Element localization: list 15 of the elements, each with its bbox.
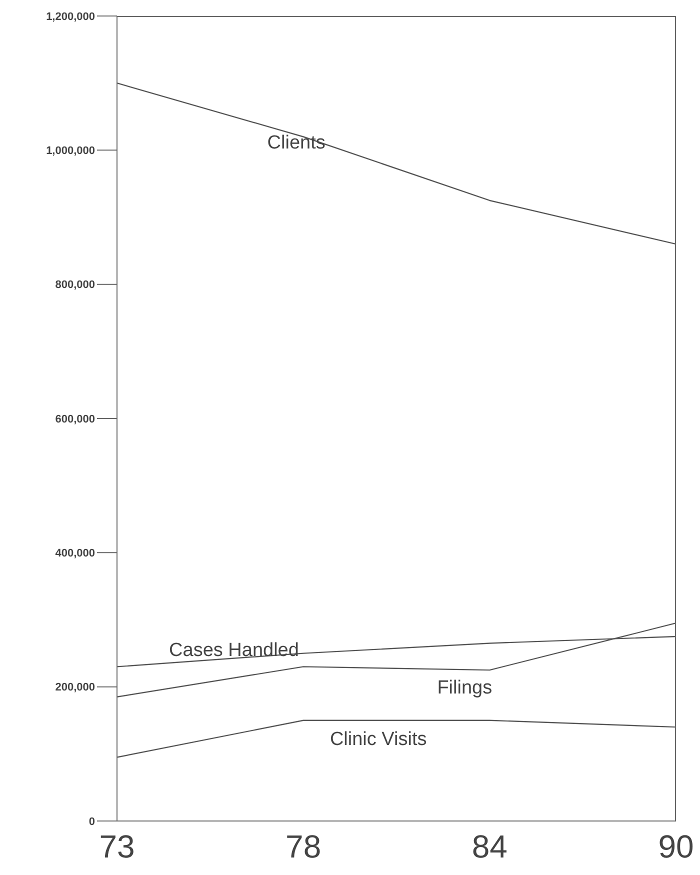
x-tick-label: 73 [99, 828, 135, 865]
y-tick-label: 600,000 [55, 413, 95, 426]
y-tick-label: 1,200,000 [46, 10, 95, 23]
series-label: Filings [437, 678, 492, 699]
series-label: Clinic Visits [330, 728, 427, 750]
y-tick-label: 0 [88, 816, 95, 828]
y-tick-label: 800,000 [55, 279, 95, 292]
x-tick-label: 78 [286, 828, 322, 865]
y-tick-label: 200,000 [55, 682, 95, 694]
x-tick-label: 90 [658, 828, 694, 865]
y-tick-label: 400,000 [55, 548, 95, 560]
series-label: Clients [267, 132, 326, 154]
x-tick-label: 84 [472, 828, 508, 865]
y-tick-label: 1,000,000 [46, 145, 95, 158]
series-label: Cases Handled [169, 640, 299, 662]
